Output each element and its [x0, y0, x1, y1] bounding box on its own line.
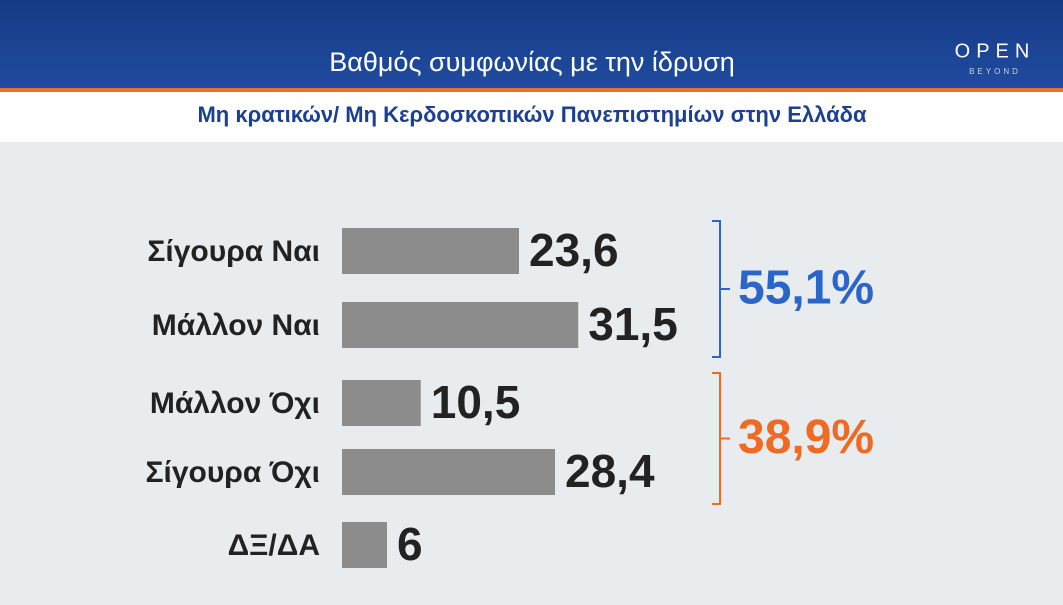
bar [342, 380, 421, 426]
subtitle-band [0, 92, 1063, 142]
category-label: Μάλλον Ναι [152, 309, 320, 342]
bar [342, 522, 387, 568]
bar [342, 302, 579, 348]
chart-title: Βαθμός συμφωνίας με την ίδρυση [329, 47, 735, 77]
header-band [0, 0, 1063, 88]
logo-tagline: BEYOND [969, 67, 1021, 76]
bar [342, 228, 519, 274]
value-label: 28,4 [565, 445, 655, 497]
category-label: ΔΞ/ΔΑ [228, 529, 320, 562]
group-bracket [712, 220, 730, 358]
value-label: 6 [397, 518, 423, 570]
group-total: 38,9% [738, 411, 874, 464]
value-label: 10,5 [431, 376, 521, 428]
header-stripe [0, 88, 1063, 92]
category-label: Σίγουρα Όχι [146, 456, 321, 489]
chart-subtitle: Μη κρατικών/ Μη Κερδοσκοπικών Πανεπιστημ… [197, 102, 866, 127]
category-label: Μάλλον Όχι [150, 387, 320, 420]
bar [342, 449, 555, 495]
group-bracket [712, 372, 730, 505]
plot-background [0, 142, 1063, 605]
value-label: 31,5 [588, 298, 678, 350]
logo-name: OPEN [955, 40, 1036, 62]
value-label: 23,6 [529, 224, 619, 276]
group-total: 55,1% [738, 262, 874, 315]
category-label: Σίγουρα Ναι [147, 235, 320, 268]
